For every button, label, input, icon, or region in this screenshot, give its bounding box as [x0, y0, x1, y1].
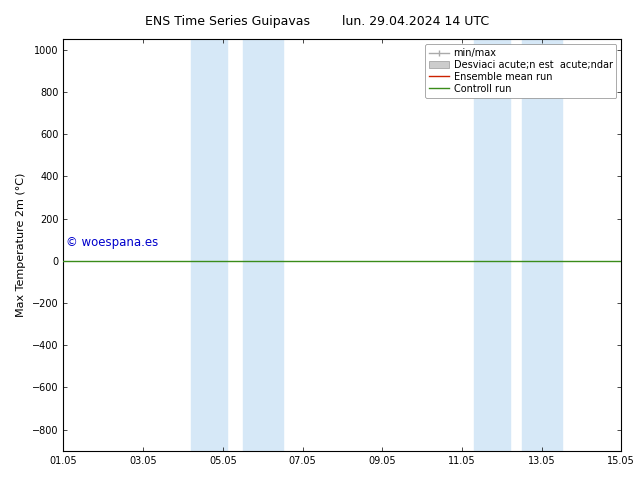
Text: © woespana.es: © woespana.es: [66, 237, 158, 249]
Bar: [243, 39, 283, 451]
Bar: [191, 39, 227, 451]
Legend: min/max, Desviaci acute;n est  acute;ndar, Ensemble mean run, Controll run: min/max, Desviaci acute;n est acute;ndar…: [425, 44, 616, 98]
Text: ENS Time Series Guipavas        lun. 29.04.2024 14 UTC: ENS Time Series Guipavas lun. 29.04.2024…: [145, 15, 489, 28]
Y-axis label: Max Temperature 2m (°C): Max Temperature 2m (°C): [16, 173, 27, 317]
Bar: [474, 39, 510, 451]
Bar: [522, 39, 562, 451]
